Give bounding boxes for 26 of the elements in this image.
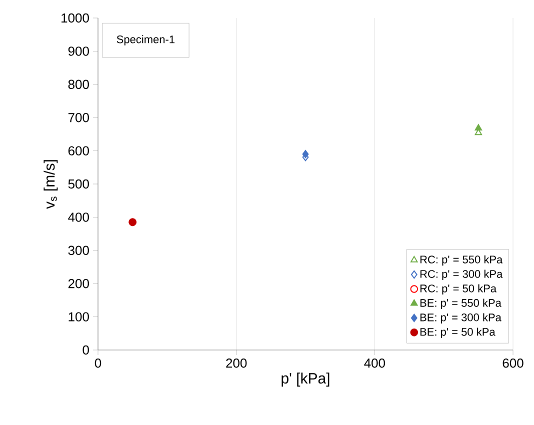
legend-label: RC: p' = 50 kPa — [420, 284, 497, 295]
x-tick-label: 400 — [364, 358, 386, 368]
y-tick-label: 1000 — [62, 13, 89, 23]
point — [474, 124, 482, 131]
x-tick-label: 600 — [502, 358, 524, 368]
point — [302, 150, 309, 158]
x-axis-title: p' [kPa] — [282, 372, 330, 387]
legend-label: BE: p' = 50 kPa — [420, 328, 496, 338]
y-tick-label: 700 — [68, 112, 89, 122]
legend-label: BE: p' = 300 kPa — [420, 313, 502, 324]
y-tick-label: 900 — [68, 46, 89, 56]
annotation: Specimen-1 — [116, 35, 174, 46]
x-tick-label: 200 — [226, 358, 247, 368]
y-tick-label: 200 — [68, 278, 89, 288]
x-tick-label: 0 — [94, 358, 102, 368]
y-tick-label: 300 — [68, 246, 89, 255]
legend-label: RC: p' = 300 kPa — [420, 270, 503, 280]
legend-label: RC: p' = 550 kPa — [420, 255, 503, 266]
y-tick-label: 100 — [68, 312, 89, 322]
y-tick-label: 500 — [68, 179, 89, 189]
y-axis-title: v$_{s}$ [m/s] — [44, 160, 58, 209]
y-tick-label: 600 — [68, 146, 89, 156]
y-tick-label: 0 — [82, 345, 89, 355]
y-tick-label: 800 — [68, 80, 89, 89]
legend-label: BE: p' = 550 kPa — [420, 298, 502, 309]
y-tick-label: 400 — [68, 212, 89, 222]
